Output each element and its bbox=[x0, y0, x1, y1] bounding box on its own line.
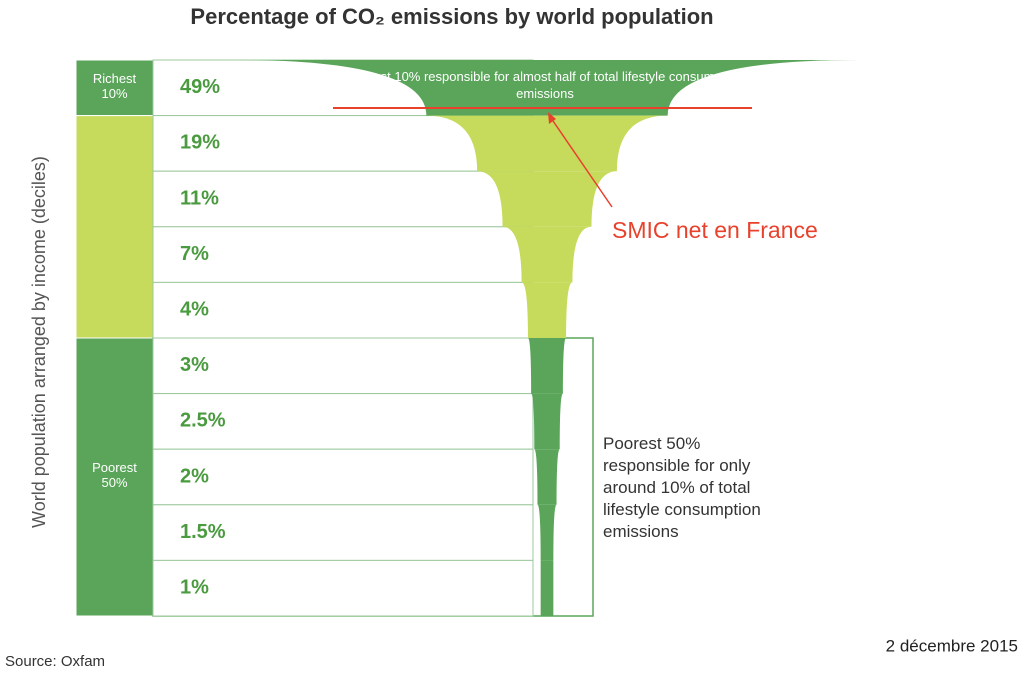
date: 2 décembre 2015 bbox=[886, 636, 1018, 655]
group-cell bbox=[75, 337, 154, 617]
funnel-segment bbox=[540, 560, 554, 616]
value-label: 4% bbox=[180, 298, 209, 320]
group-cell bbox=[75, 59, 154, 117]
y-axis-label: World population arranged by income (dec… bbox=[29, 156, 49, 528]
funnel-segment bbox=[534, 449, 560, 505]
row-box bbox=[152, 337, 534, 395]
value-label: 7% bbox=[180, 243, 209, 265]
chart-title: Percentage of CO₂ emissions by world pop… bbox=[190, 4, 713, 29]
funnel-segment bbox=[527, 338, 567, 394]
group-cell bbox=[75, 115, 154, 339]
funnel-segment bbox=[235, 60, 859, 116]
source: Source: Oxfam bbox=[5, 653, 105, 670]
funnel-segment bbox=[531, 393, 563, 450]
row-box bbox=[152, 281, 534, 339]
richest-note: Richest 10% responsible for almost half … bbox=[347, 69, 743, 101]
row-box bbox=[152, 226, 534, 283]
funnel-segment bbox=[521, 282, 573, 338]
value-label: 49% bbox=[180, 76, 220, 98]
value-label: 3% bbox=[180, 354, 209, 376]
funnel-segment bbox=[477, 171, 617, 227]
poorest-note: Poorest 50% responsible for only around … bbox=[603, 434, 761, 541]
value-label: 11% bbox=[180, 187, 219, 209]
row-box bbox=[152, 559, 534, 617]
value-label: 1% bbox=[180, 576, 209, 598]
funnel-segment bbox=[426, 115, 668, 172]
funnel-segment bbox=[502, 226, 592, 283]
value-label: 2.5% bbox=[180, 410, 226, 432]
arrow-head bbox=[548, 112, 556, 124]
row-box bbox=[152, 170, 534, 228]
row-box bbox=[152, 448, 534, 506]
arrow bbox=[550, 117, 613, 208]
smic-label: SMIC net en France bbox=[612, 217, 818, 243]
row-box bbox=[152, 393, 534, 450]
group-label: Richest 10% bbox=[93, 71, 137, 101]
funnel-segment bbox=[537, 504, 557, 561]
value-label: 1.5% bbox=[180, 521, 226, 543]
value-label: 2% bbox=[180, 465, 209, 487]
value-label: 19% bbox=[180, 132, 220, 154]
group-label: Poorest 50% bbox=[92, 460, 137, 490]
row-box bbox=[152, 504, 534, 561]
